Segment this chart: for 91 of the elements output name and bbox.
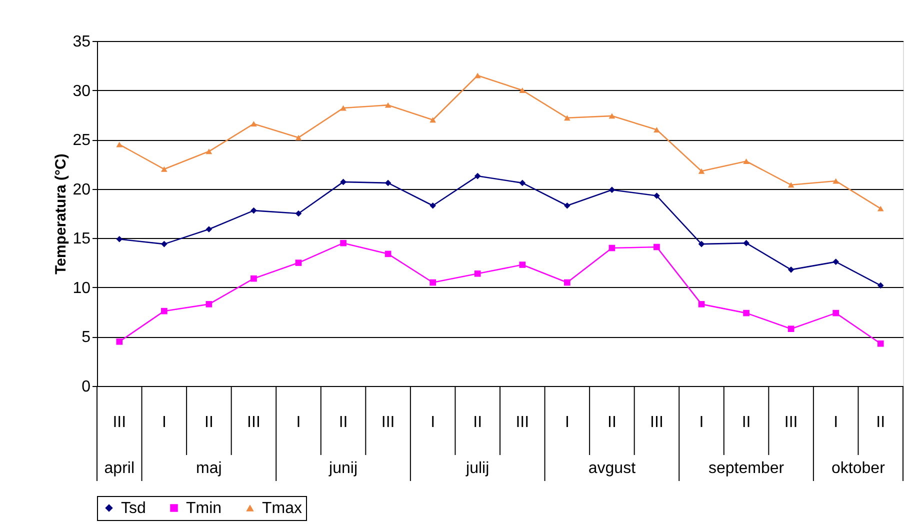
point — [877, 206, 884, 212]
point — [743, 240, 750, 246]
text: oktober — [832, 460, 886, 477]
point — [116, 338, 123, 345]
text: september — [708, 460, 785, 477]
point — [743, 310, 750, 316]
x-tick-label: III — [784, 414, 798, 431]
x-tick-label: II — [608, 414, 616, 431]
x-tick-label: II — [742, 414, 751, 431]
x-tick-label: II — [876, 414, 886, 431]
point — [519, 88, 526, 94]
x-tick-label: I — [162, 414, 166, 431]
y-tick-label: 35 — [72, 34, 91, 50]
x-tick-label: I — [430, 414, 436, 431]
point — [206, 148, 212, 154]
x-tick-label: II — [338, 414, 348, 431]
point — [206, 226, 212, 232]
point — [250, 121, 257, 127]
point — [384, 180, 392, 186]
point — [295, 134, 302, 140]
x-tick-label: III — [516, 414, 530, 431]
x-tick-label: I — [296, 414, 301, 431]
point — [788, 182, 794, 188]
point — [832, 178, 839, 184]
point — [564, 115, 570, 121]
point — [250, 207, 257, 214]
point — [877, 340, 884, 347]
y-tick-label: 15 — [72, 230, 91, 248]
x-tick-label: III — [112, 414, 126, 431]
point — [384, 102, 392, 108]
x-tick-label: I — [699, 414, 704, 431]
point — [206, 301, 212, 308]
text: avgust — [588, 460, 636, 477]
point — [430, 279, 436, 286]
text: april — [104, 460, 135, 477]
point — [788, 326, 794, 332]
point — [564, 279, 570, 286]
point — [608, 113, 616, 119]
legend-label: Tsd — [121, 500, 146, 517]
point — [832, 310, 839, 316]
point — [295, 260, 302, 266]
point — [654, 192, 660, 199]
x-tick-label: II — [204, 414, 214, 431]
point — [384, 250, 392, 258]
text: junij — [328, 460, 358, 477]
y-tick-label: 25 — [72, 132, 91, 150]
point — [698, 301, 705, 308]
point — [116, 142, 123, 148]
point — [474, 270, 481, 277]
y-axis-title: Temperatura (°C) — [52, 154, 70, 274]
point — [564, 202, 570, 209]
y-tick-label: 30 — [72, 82, 91, 100]
point — [743, 158, 750, 164]
point — [161, 308, 168, 314]
point — [340, 240, 346, 246]
point — [161, 166, 168, 172]
text: julij — [465, 460, 490, 477]
point — [340, 105, 346, 111]
point — [832, 258, 839, 265]
x-tick-label: III — [247, 414, 260, 431]
y-tick-label: 0 — [82, 378, 91, 396]
point — [519, 180, 526, 186]
legend-label: Tmax — [262, 500, 302, 517]
x-tick-label: III — [381, 414, 395, 431]
x-tick-label: III — [650, 414, 664, 431]
point — [474, 72, 481, 78]
point — [250, 275, 257, 282]
y-tick-label: 10 — [72, 280, 91, 297]
point — [430, 117, 436, 123]
point — [788, 266, 794, 273]
point — [608, 186, 616, 194]
point — [698, 240, 705, 248]
y-tick-label: 5 — [82, 329, 91, 346]
point — [654, 126, 660, 132]
point — [474, 172, 481, 180]
point — [519, 262, 526, 268]
point — [654, 244, 660, 250]
point — [698, 168, 705, 174]
point — [161, 240, 168, 248]
point — [295, 210, 302, 217]
x-tick-label: II — [473, 414, 482, 431]
point — [340, 178, 346, 186]
point — [116, 236, 123, 242]
point — [877, 282, 884, 289]
y-tick-label: 20 — [72, 181, 91, 198]
legend-label: Tmin — [186, 500, 222, 517]
x-tick-label: I — [834, 414, 838, 431]
point — [608, 244, 616, 252]
text: maj — [196, 460, 222, 477]
x-tick-label: I — [564, 414, 570, 431]
point — [430, 202, 436, 209]
